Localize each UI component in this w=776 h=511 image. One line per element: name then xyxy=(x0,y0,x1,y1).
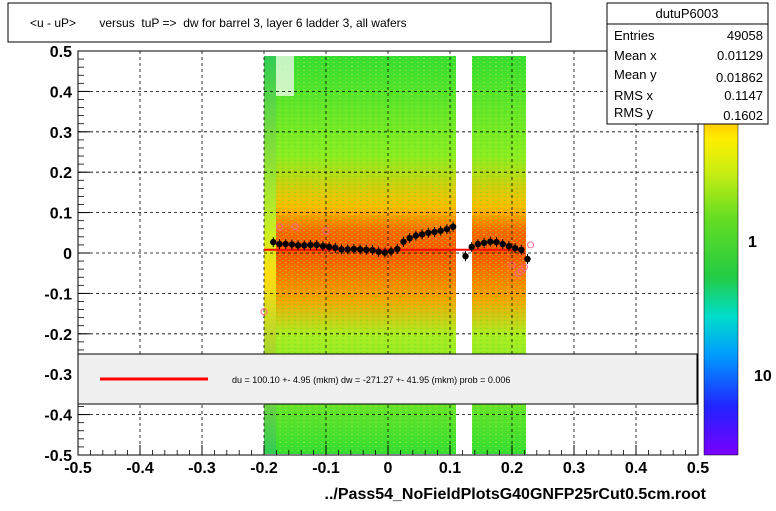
profile-point xyxy=(294,242,302,249)
color-palette xyxy=(703,59,739,456)
profile-point xyxy=(468,243,475,251)
title-box xyxy=(7,2,552,43)
palette-label-bottom: 10 xyxy=(754,368,772,385)
stats-label-rms-x: RMS x xyxy=(614,88,654,103)
chart-title: <u - uP> versus tuP => dw for barrel 3, … xyxy=(30,16,407,30)
outlier-point xyxy=(276,223,283,231)
heatmap-gap-top xyxy=(276,56,294,96)
y-axis: -0.5 -0.4 -0.3 -0.2 -0.1 0 0.1 0.2 0.3 0.4 0.5 xyxy=(44,44,90,465)
outlier-point xyxy=(322,227,330,235)
y-tick-label: 0.2 xyxy=(50,165,72,182)
x-axis: -0.5 -0.4 -0.3 -0.2 -0.1 0 0.1 0.2 0.3 0.4 0.5 xyxy=(64,445,709,477)
profile-point xyxy=(282,240,289,248)
profile-point xyxy=(443,225,451,233)
profile-point xyxy=(332,244,339,251)
profile-point xyxy=(524,255,531,263)
profile-point xyxy=(276,240,283,248)
profile-point xyxy=(307,241,314,249)
outlier-point xyxy=(291,223,299,231)
stats-value-rms-x: 0.1147 xyxy=(724,88,763,103)
profile-point xyxy=(301,242,308,249)
profile-point xyxy=(462,253,469,260)
profile-point xyxy=(387,248,395,255)
profile-point xyxy=(511,244,519,252)
profile-point xyxy=(493,238,500,246)
profile-point xyxy=(480,239,488,247)
profile-point xyxy=(505,242,513,250)
profile-point xyxy=(400,238,407,245)
y-tick-label: -0.5 xyxy=(44,448,72,465)
stats-box xyxy=(606,2,769,125)
x-tick-label: 0.4 xyxy=(625,460,647,477)
profile-point xyxy=(270,238,277,246)
profile-point xyxy=(350,245,358,253)
stats-rows: Entries 49058 Mean x 0.01129 Mean y 0.01… xyxy=(614,28,763,123)
footer-filename: ../Pass54_NoFieldPlotsG40GNFP25rCut0.5cm… xyxy=(325,486,707,503)
profile-point xyxy=(418,231,426,238)
profile-point xyxy=(425,229,432,236)
profile-point xyxy=(313,241,320,249)
outlier-points xyxy=(260,223,535,316)
profile-point xyxy=(319,242,327,250)
profile-points xyxy=(270,221,531,265)
y-tick-label: -0.2 xyxy=(44,327,72,344)
profile-point xyxy=(381,249,389,256)
profile-point xyxy=(499,240,506,248)
profile-point xyxy=(474,240,482,248)
outlier-point xyxy=(520,263,528,271)
stats-label-mean-x: Mean x xyxy=(614,48,657,63)
y-tick-label: 0.3 xyxy=(50,125,72,142)
stats-value-rms-y: 0.1602 xyxy=(723,108,763,123)
stats-label-rms-y: RMS y xyxy=(614,105,654,120)
x-tick-label: -0.2 xyxy=(250,460,278,477)
x-tick-label: -0.4 xyxy=(126,460,154,477)
profile-point xyxy=(431,228,438,236)
profile-point xyxy=(406,234,413,242)
y-tick-label: -0.3 xyxy=(44,367,72,384)
profile-point xyxy=(518,246,525,253)
profile-point xyxy=(375,248,382,255)
stats-value-mean-y: 0.01862 xyxy=(716,70,763,85)
x-tick-label: -0.1 xyxy=(312,460,340,477)
profile-point xyxy=(449,223,457,230)
profile-point xyxy=(363,246,370,253)
profile-point xyxy=(344,246,351,253)
outlier-point xyxy=(260,308,268,316)
y-tick-label: 0.1 xyxy=(50,206,72,223)
outlier-point xyxy=(527,241,535,249)
x-tick-label: -0.3 xyxy=(188,460,216,477)
y-tick-label: 0.5 xyxy=(50,44,72,61)
stats-value-entries: 49058 xyxy=(727,28,763,43)
profile-point xyxy=(394,245,401,253)
profile-point xyxy=(487,238,494,245)
profile-point xyxy=(412,232,420,239)
stats-value-mean-x: 0.01129 xyxy=(717,48,763,63)
stats-label-mean-y: Mean y xyxy=(614,67,657,82)
y-tick-label: -0.4 xyxy=(44,408,72,425)
profile-point xyxy=(369,246,376,254)
x-tick-label: 0.5 xyxy=(687,460,709,477)
x-tick-label: 0 xyxy=(384,460,393,477)
stats-title: dutuP6003 xyxy=(656,6,719,21)
profile-point xyxy=(338,246,345,253)
profile-point xyxy=(288,241,296,248)
x-tick-label: 0.1 xyxy=(439,460,461,477)
stats-label-entries: Entries xyxy=(614,28,655,43)
x-tick-label: 0.2 xyxy=(501,460,523,477)
profile-point xyxy=(325,243,333,251)
x-tick-label: -0.5 xyxy=(64,460,92,477)
profile-point xyxy=(356,246,364,253)
outlier-point xyxy=(508,261,516,269)
profile-point xyxy=(437,227,444,234)
palette-label-mid: 1 xyxy=(748,234,757,251)
y-tick-label: 0 xyxy=(63,246,72,263)
y-tick-label: 0.4 xyxy=(50,84,72,101)
y-tick-label: -0.1 xyxy=(44,286,72,303)
fit-legend-text: du = 100.10 +- 4.95 (mkm) dw = -271.27 +… xyxy=(232,375,510,385)
x-tick-label: 0.3 xyxy=(563,460,585,477)
